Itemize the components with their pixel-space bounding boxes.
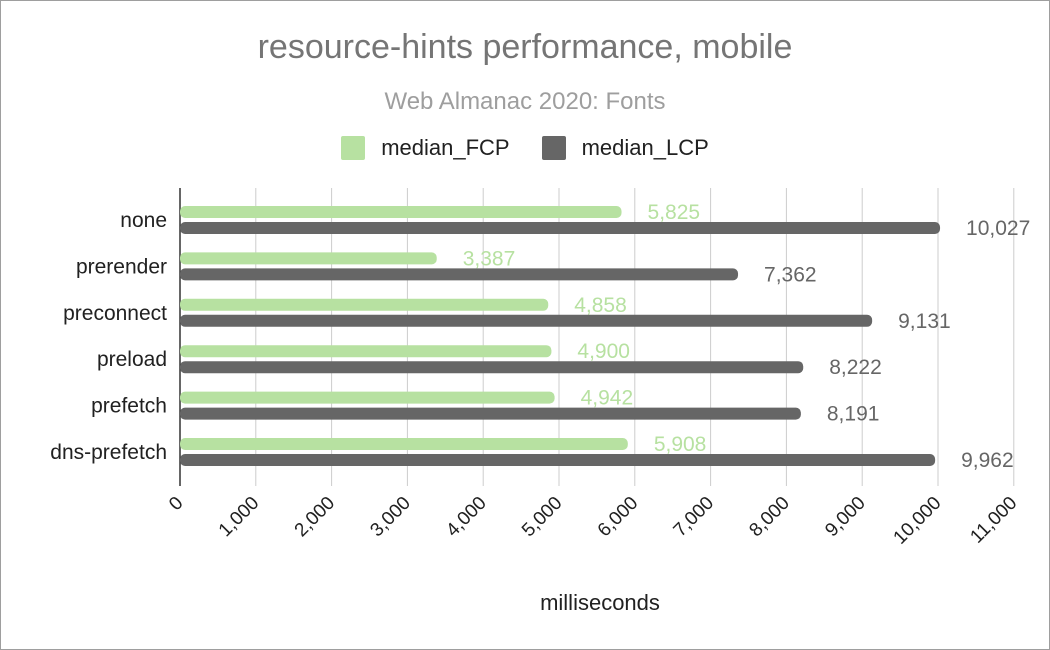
x-tick-label: 2,000 xyxy=(291,493,339,541)
legend: median_FCP median_LCP xyxy=(0,135,1050,161)
data-label-median-lcp: 7,362 xyxy=(764,263,817,286)
x-tick-label: 10,000 xyxy=(890,493,946,549)
data-label-median-lcp: 10,027 xyxy=(966,217,1030,240)
bar-median-lcp xyxy=(180,314,873,327)
bar-median-fcp xyxy=(180,252,437,265)
legend-swatch-fcp xyxy=(341,136,366,160)
legend-label-lcp: median_LCP xyxy=(581,135,709,160)
y-tick-label: preconnect xyxy=(63,302,167,325)
y-tick-label: preload xyxy=(97,348,167,371)
bar-median-fcp xyxy=(180,345,552,358)
legend-item-fcp: median_FCP xyxy=(341,135,510,161)
x-tick-label: 7,000 xyxy=(670,493,718,541)
legend-label-fcp: median_FCP xyxy=(381,135,510,160)
bar-median-lcp xyxy=(180,268,739,281)
chart-subtitle: Web Almanac 2020: Fonts xyxy=(384,88,666,115)
bar-median-lcp xyxy=(180,407,801,420)
data-label-median-fcp: 3,387 xyxy=(463,247,516,270)
bar-median-fcp xyxy=(180,391,555,404)
data-label-median-fcp: 4,900 xyxy=(577,340,630,363)
x-tick-label: 0 xyxy=(165,493,187,515)
x-tick-label: 6,000 xyxy=(594,493,642,541)
x-tick-label: 3,000 xyxy=(366,493,414,541)
data-label-median-lcp: 9,962 xyxy=(961,449,1014,472)
x-axis-label: milliseconds xyxy=(540,590,660,615)
bar-median-lcp xyxy=(180,361,804,374)
bar-median-fcp xyxy=(180,206,622,218)
x-tick-label: 11,000 xyxy=(966,493,1021,548)
chart-title: resource-hints performance, mobile xyxy=(257,28,793,66)
legend-item-lcp: median_LCP xyxy=(541,135,709,161)
bar-median-lcp xyxy=(180,454,936,466)
bar-median-fcp xyxy=(180,298,549,311)
data-label-median-lcp: 8,191 xyxy=(827,403,880,426)
data-label-median-fcp: 5,825 xyxy=(648,201,701,224)
data-label-median-lcp: 8,222 xyxy=(829,356,882,379)
x-tick-label: 5,000 xyxy=(518,493,566,541)
y-tick-label: none xyxy=(120,209,167,232)
data-label-median-fcp: 4,942 xyxy=(581,387,634,410)
y-tick-label: prerender xyxy=(76,255,167,278)
x-tick-label: 9,000 xyxy=(821,493,869,541)
data-label-median-fcp: 5,908 xyxy=(654,433,707,456)
bar-median-fcp xyxy=(180,438,628,450)
x-tick-label: 8,000 xyxy=(745,493,793,541)
y-tick-label: dns-prefetch xyxy=(50,441,167,464)
data-label-median-fcp: 4,858 xyxy=(574,294,627,317)
x-tick-label: 1,000 xyxy=(215,493,263,541)
y-tick-label: prefetch xyxy=(91,395,167,418)
bar-median-lcp xyxy=(180,222,941,234)
x-tick-label: 4,000 xyxy=(442,493,490,541)
legend-swatch-lcp xyxy=(541,136,566,160)
data-label-median-lcp: 9,131 xyxy=(898,310,951,333)
